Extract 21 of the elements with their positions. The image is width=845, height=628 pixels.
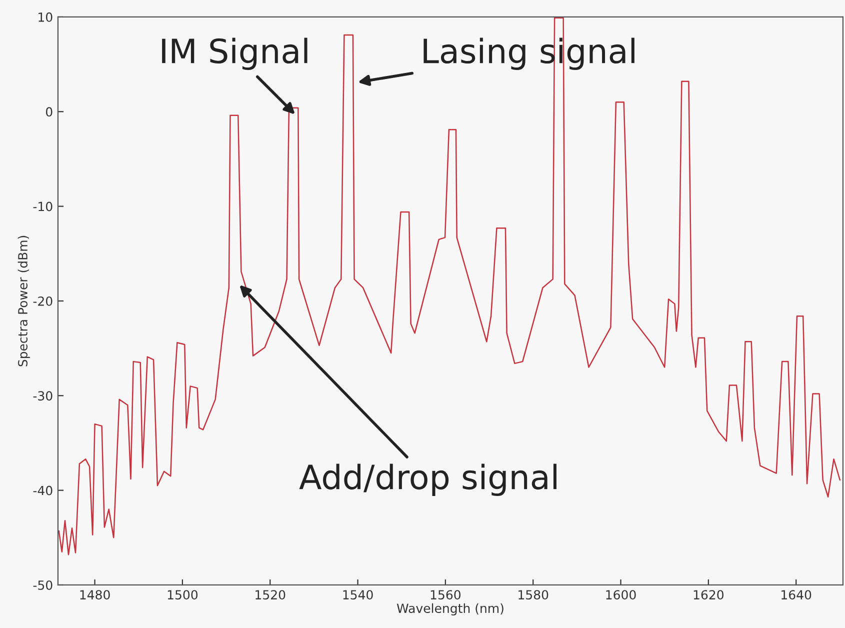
x-tick-label: 1560	[430, 590, 461, 600]
y-tick-label: -50	[33, 580, 52, 590]
x-axis-title: Wavelength (nm)	[396, 603, 504, 616]
y-tick-label: -10	[33, 202, 52, 212]
annotation: Add/drop signal	[299, 464, 556, 496]
x-tick-label: 1540	[343, 590, 373, 600]
x-tick-label: 1580	[518, 590, 548, 600]
y-tick-label: -40	[33, 486, 52, 496]
x-tick-label: 1640	[782, 590, 812, 600]
y-tick-label: 10	[38, 12, 52, 22]
y-tick-label: -30	[33, 391, 52, 401]
y-axis-title: Spectra Power (dBm)	[18, 236, 30, 366]
annotation: IM Signal	[162, 38, 308, 70]
y-tick-label: 0	[46, 107, 52, 117]
y-tick-label: -20	[33, 296, 52, 306]
line-series	[58, 17, 841, 556]
x-tick-label: 1500	[168, 590, 198, 600]
x-tick-label: 1480	[80, 590, 110, 600]
x-tick-label: 1620	[694, 590, 724, 600]
x-tick-label: 1520	[256, 590, 286, 600]
x-tick-label: 1600	[606, 590, 636, 600]
